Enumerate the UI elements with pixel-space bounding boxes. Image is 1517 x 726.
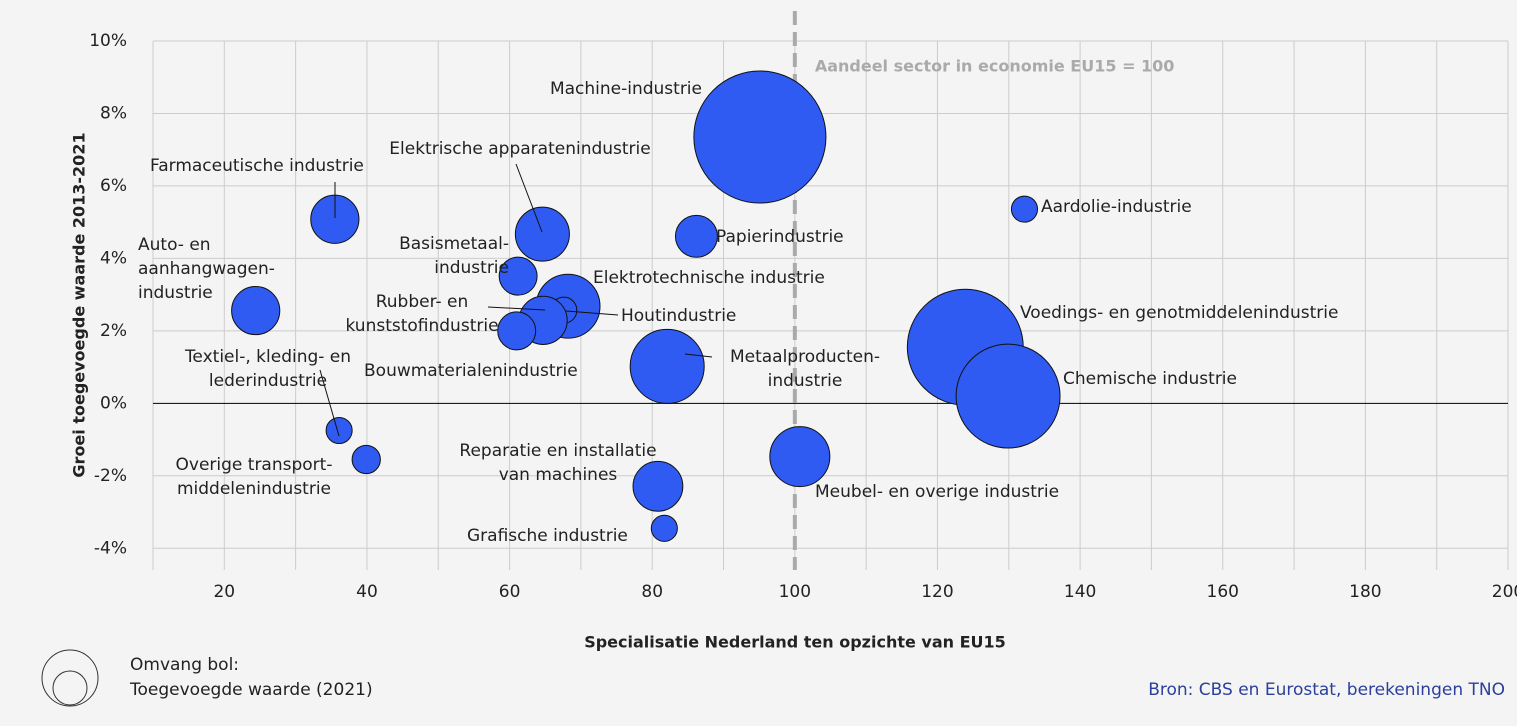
bubble <box>1010 195 1039 223</box>
legend-text: Toegevoegde waarde (2021) <box>129 680 373 700</box>
x-tick-label: 160 <box>1207 582 1239 602</box>
leader-line <box>515 163 543 233</box>
point-label: Rubber- en <box>376 292 469 312</box>
point-label: Bouwmaterialenindustrie <box>364 361 578 381</box>
point-label: kunststofindustrie <box>345 316 498 336</box>
point-label: Metaalproducten- <box>730 347 880 367</box>
bubble <box>674 214 718 258</box>
legend-title: Omvang bol: <box>130 655 239 675</box>
x-tick-label: 120 <box>921 582 953 602</box>
point-label: Overige transport- <box>176 455 333 475</box>
bubble <box>769 426 831 488</box>
y-tick-label: 10% <box>89 31 127 51</box>
y-tick-label: 2% <box>100 321 127 341</box>
x-tick-label: 40 <box>356 582 378 602</box>
point-label: van machines <box>499 465 618 485</box>
leader-line <box>684 353 713 358</box>
point-label: Houtindustrie <box>621 306 736 326</box>
point-label: Grafische industrie <box>467 526 628 546</box>
point-label: Textiel-, kleding- en <box>184 347 351 367</box>
point-label: Meubel- en overige industrie <box>815 482 1059 502</box>
x-tick-label: 180 <box>1349 582 1381 602</box>
x-tick-label: 140 <box>1064 582 1096 602</box>
bubble <box>955 343 1061 449</box>
leader-line <box>319 369 340 437</box>
source: Bron: CBS en Eurostat, berekeningen TNO <box>1148 680 1505 700</box>
reference-label: Aandeel sector in economie EU15 = 100 <box>815 57 1175 76</box>
legend-circle <box>41 649 99 707</box>
bubble <box>693 70 827 204</box>
x-axis-title: Specialisatie Nederland ten opzichte van… <box>584 633 1006 652</box>
point-label: Farmaceutische industrie <box>150 156 364 176</box>
bubble <box>498 256 538 296</box>
point-label: Auto- en <box>138 235 211 255</box>
bubble <box>351 444 381 475</box>
bubble <box>497 311 537 351</box>
y-tick-label: -2% <box>94 466 127 486</box>
point-label: Elektrotechnische industrie <box>593 268 825 288</box>
bubble <box>632 460 684 512</box>
point-label: aanhangwagen- <box>138 259 275 279</box>
x-tick-label: 60 <box>499 582 521 602</box>
legend-circle <box>52 670 88 706</box>
point-label: Basismetaal- <box>399 234 509 254</box>
y-axis-title: Groei toegevoegde waarde 2013-2021 <box>70 132 89 477</box>
leader-line <box>565 310 619 316</box>
x-tick-label: 200 <box>1492 582 1517 602</box>
y-tick-label: 6% <box>100 176 127 196</box>
x-tick-label: 20 <box>213 582 235 602</box>
point-label: industrie <box>768 371 843 391</box>
point-label: Reparatie en installatie <box>459 441 656 461</box>
point-label: Voedings- en genotmiddelenindustrie <box>1020 303 1338 323</box>
y-tick-label: 0% <box>100 393 127 413</box>
y-tick-label: 4% <box>100 248 127 268</box>
y-tick-label: 8% <box>100 103 127 123</box>
y-tick-label: -4% <box>94 538 127 558</box>
bubble <box>514 206 570 262</box>
bubble <box>231 285 281 336</box>
point-label: middelenindustrie <box>177 479 331 499</box>
point-label: Elektrische apparatenindustrie <box>389 139 650 159</box>
point-label: Machine-industrie <box>550 79 702 99</box>
point-label: Chemische industrie <box>1063 369 1237 389</box>
bubble <box>629 328 705 404</box>
point-label: Papierindustrie <box>716 227 844 247</box>
point-label: industrie <box>434 258 509 278</box>
x-tick-label: 100 <box>779 582 811 602</box>
bubble <box>325 416 353 445</box>
bubble <box>650 514 678 542</box>
leader-line <box>487 306 546 311</box>
point-label: industrie <box>138 283 213 303</box>
point-label: Aardolie-industrie <box>1041 197 1192 217</box>
point-label: lederindustrie <box>209 371 327 391</box>
x-tick-label: 80 <box>641 582 663 602</box>
